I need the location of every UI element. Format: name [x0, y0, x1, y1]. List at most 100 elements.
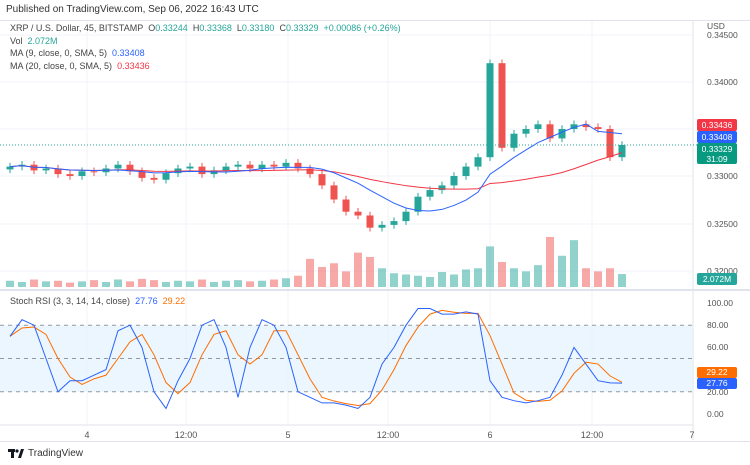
- vol-label[interactable]: Vol: [10, 35, 23, 46]
- volume-bar: [618, 274, 626, 287]
- volume-bar: [438, 272, 446, 287]
- volume-bar: [162, 282, 170, 287]
- candle-body: [534, 124, 542, 129]
- candle-body: [570, 124, 578, 129]
- stoch-label[interactable]: Stoch RSI (3, 3, 14, 14, close): [10, 296, 131, 306]
- candle-body: [294, 162, 302, 169]
- tradingview-logo[interactable]: TradingView: [8, 448, 83, 459]
- volume-bar: [366, 257, 374, 287]
- volume-bar: [390, 273, 398, 287]
- volume-bar: [450, 274, 458, 287]
- ma9-label[interactable]: MA (9, close, 0, SMA, 5): [10, 48, 108, 58]
- ma9-legend: MA (9, close, 0, SMA, 5) 0.33408: [10, 47, 401, 60]
- candle-body: [306, 168, 314, 175]
- candle-body: [138, 171, 146, 178]
- change-value: +0.00086 (+0.26%): [323, 23, 401, 33]
- candle-body: [318, 174, 326, 186]
- stoch-d-line: [9, 309, 623, 406]
- time-tick: 6: [487, 430, 493, 440]
- candle-body: [558, 129, 566, 139]
- volume-bar: [186, 281, 194, 287]
- symbol-name[interactable]: XRP / U.S. Dollar, 45, BITSTAMP: [10, 23, 144, 33]
- candle-body: [546, 124, 554, 139]
- volume-bar: [402, 274, 410, 287]
- volume-bar: [102, 282, 110, 287]
- candle-body: [126, 164, 134, 172]
- published-note: Published on TradingView.com, Sep 06, 20…: [6, 4, 259, 15]
- volume-legend: Vol 2.072M: [10, 35, 401, 48]
- volume-bar: [126, 281, 134, 287]
- volume-tag: 2.072M: [697, 273, 737, 285]
- candle-body: [198, 166, 206, 175]
- volume-bar: [282, 278, 290, 287]
- volume-bar: [462, 269, 470, 287]
- volume-bar: [294, 275, 302, 287]
- volume-bar: [6, 280, 14, 287]
- candle-body: [342, 199, 350, 212]
- ma20-label[interactable]: MA (20, close, 0, SMA, 5): [10, 60, 113, 71]
- open-value: 0.33244: [155, 23, 188, 33]
- candle-body: [270, 164, 278, 167]
- volume-bar: [246, 281, 254, 287]
- stoch-tick: 0.00: [707, 409, 724, 419]
- price-tick: 0.32500: [707, 219, 738, 229]
- price-tick: 0.32000: [707, 266, 738, 276]
- last-price: 0.33329: [701, 144, 733, 154]
- volume-bar: [198, 279, 206, 287]
- volume-bar: [498, 262, 506, 287]
- legend: XRP / U.S. Dollar, 45, BITSTAMP O0.33244…: [10, 22, 401, 72]
- volume-bar: [330, 263, 338, 287]
- candle-body: [582, 124, 590, 128]
- candle-body: [390, 221, 398, 225]
- volume-bar: [558, 255, 566, 287]
- volume-bar: [18, 282, 26, 287]
- volume-bar: [306, 258, 314, 287]
- stoch-tick: 100.00: [707, 298, 733, 308]
- volume-bar: [354, 252, 362, 287]
- high-value: 0.33368: [199, 23, 232, 33]
- candle-body: [618, 144, 626, 158]
- bar-countdown: 31:09: [706, 154, 728, 164]
- vol-value: 2.072M: [27, 35, 58, 46]
- candle-body: [522, 129, 530, 134]
- currency-label: USD: [707, 21, 725, 31]
- stoch-tick: 80.00: [707, 320, 729, 330]
- volume-bar: [90, 280, 98, 287]
- candle-body: [234, 164, 242, 167]
- volume-bar: [318, 267, 326, 287]
- h-label: H: [192, 23, 200, 33]
- ma20-legend: MA (20, close, 0, SMA, 5) 0.33436: [10, 60, 401, 73]
- stoch-k-value: 27.76: [135, 296, 158, 306]
- volume-bar: [582, 268, 590, 287]
- time-tick: 7: [689, 430, 695, 440]
- candle-body: [162, 173, 170, 180]
- candle-body: [462, 166, 470, 176]
- volume-bar: [522, 271, 530, 287]
- stoch-tick: 60.00: [707, 342, 729, 352]
- candle-body: [450, 176, 458, 186]
- candle-body: [282, 162, 290, 167]
- stoch-k-tag: 27.76: [697, 378, 737, 389]
- time-tick: 5: [285, 430, 291, 440]
- ma20-price-tag: 0.33436: [697, 119, 737, 131]
- c-label: C: [279, 23, 286, 33]
- time-tick: 12:00: [174, 430, 198, 440]
- volume-bar: [594, 271, 602, 287]
- candle-body: [258, 164, 266, 169]
- volume-bar: [138, 278, 146, 287]
- volume-bar: [42, 281, 50, 287]
- candle-body: [54, 168, 62, 175]
- price-tick: 0.34000: [707, 77, 738, 87]
- ma9-price-tag: 0.33408: [697, 131, 737, 143]
- volume-bar: [270, 279, 278, 287]
- volume-bar: [174, 280, 182, 287]
- candle-body: [78, 171, 86, 176]
- chart-frame[interactable]: [0, 20, 750, 442]
- volume-bar: [210, 282, 218, 287]
- symbol-legend: XRP / U.S. Dollar, 45, BITSTAMP O0.33244…: [10, 22, 401, 35]
- candle-body: [6, 166, 14, 170]
- volume-bar: [606, 268, 614, 287]
- volume-bar: [54, 280, 62, 287]
- time-tick: 4: [84, 430, 90, 440]
